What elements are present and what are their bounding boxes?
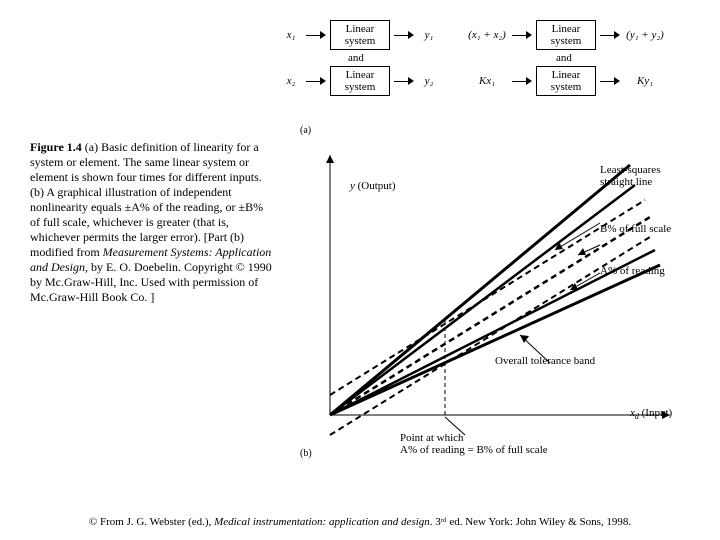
figure-number: Figure 1.4 <box>30 140 82 154</box>
a-percent-label: A% of reading <box>600 265 665 277</box>
arrow <box>512 30 532 40</box>
signal-y2: y₂ <box>418 75 440 87</box>
system-box: Linearsystem <box>330 66 390 96</box>
nonlinearity-graph: y (Output) Least-squares straight line B… <box>300 145 680 445</box>
and-label: and <box>538 52 590 64</box>
b-percent-label: B% of full scale <box>600 223 671 235</box>
footer-pre: © From J. G. Webster (ed.), <box>89 516 214 528</box>
signal-x1x2: (x₁ + x₂) <box>466 29 508 41</box>
arrow <box>600 30 620 40</box>
signal-y1: y₁ <box>418 29 440 41</box>
arrow <box>306 76 326 86</box>
tolerance-band-label: Overall tolerance band <box>495 355 595 367</box>
signal-Ky1: Ky₁ <box>624 75 666 87</box>
diagram-row-1: x₁ Linearsystem y₁ (x₁ + x₂) Linearsyste… <box>280 20 700 50</box>
arrow <box>306 30 326 40</box>
part-a-label: (a) <box>300 125 311 136</box>
arrow <box>394 76 414 86</box>
system-box: Linearsystem <box>536 66 596 96</box>
part-b-label: (b) <box>300 448 312 459</box>
arrow <box>394 30 414 40</box>
footer-italic: Medical instrumentation: application and… <box>214 516 430 528</box>
footer-post: . 3ʳᵈ ed. New York: John Wiley & Sons, 1… <box>430 516 631 528</box>
signal-Kx1: Kx₁ <box>466 75 508 87</box>
system-box: Linearsystem <box>330 20 390 50</box>
point-label: Point at whichA% of reading = B% of full… <box>400 433 610 456</box>
x-axis-label: xd (Input) <box>630 407 672 421</box>
y-axis-label: y (Output) <box>350 180 396 192</box>
linearity-block-diagram: x₁ Linearsystem y₁ (x₁ + x₂) Linearsyste… <box>280 20 700 98</box>
caption-text-a: (a) Basic definition of linearity for a … <box>30 140 263 259</box>
copyright-footer: © From J. G. Webster (ed.), Medical inst… <box>30 516 690 528</box>
system-box: Linearsystem <box>536 20 596 50</box>
signal-x2: x₂ <box>280 75 302 87</box>
least-squares-label: Least-squares straight line <box>600 165 680 188</box>
arrow <box>600 76 620 86</box>
signal-y1y2: (y₁ + y₂) <box>624 29 666 41</box>
figure-caption: Figure 1.4 (a) Basic definition of linea… <box>30 140 275 305</box>
arrow <box>512 76 532 86</box>
signal-x1: x₁ <box>280 29 302 41</box>
and-label: and <box>330 52 382 64</box>
diagram-row-2: x₂ Linearsystem y₂ Kx₁ Linearsystem Ky₁ <box>280 66 700 96</box>
diagram-row-and: and and <box>280 52 700 64</box>
